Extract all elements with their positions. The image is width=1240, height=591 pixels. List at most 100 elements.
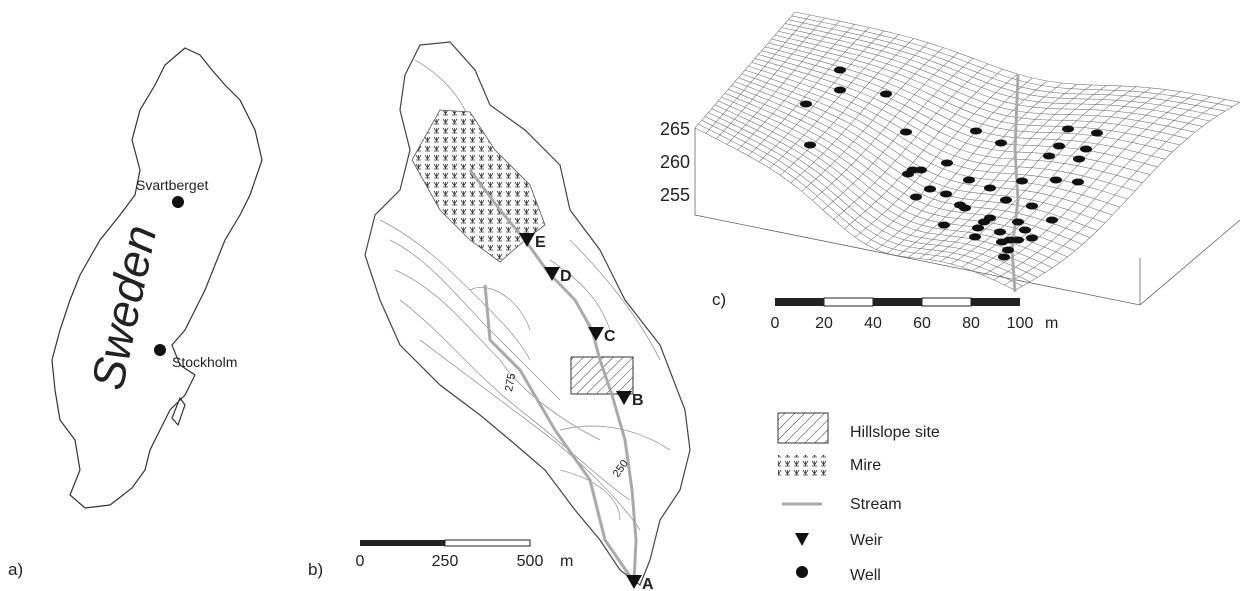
well	[1072, 178, 1084, 186]
legend-mire	[778, 455, 828, 477]
legend-label: Hillslope site	[850, 424, 940, 441]
well	[915, 166, 927, 174]
scale-label: 0	[771, 315, 780, 332]
catchment-outline	[364, 41, 691, 586]
well	[834, 86, 846, 94]
well	[959, 204, 971, 212]
mesh-line	[961, 89, 1166, 268]
well	[800, 100, 812, 108]
legend-label: Well	[850, 567, 881, 584]
well	[941, 159, 953, 167]
elevation-label: 260	[660, 152, 690, 172]
sweden-outline	[51, 47, 263, 509]
hillslope-site	[570, 356, 634, 395]
mesh-line	[812, 52, 959, 201]
legend-label: Stream	[850, 496, 902, 513]
mesh-line	[724, 92, 1083, 245]
legend-label: Mire	[850, 457, 881, 474]
well	[995, 139, 1007, 147]
mesh-line	[781, 27, 1211, 122]
mesh-line	[791, 15, 1233, 107]
weir	[588, 327, 604, 341]
weir	[544, 267, 560, 281]
mesh-line	[790, 42, 929, 184]
mesh-line	[788, 19, 1226, 112]
well	[804, 141, 816, 149]
site-label: Stockholm	[172, 354, 237, 370]
mesh-line	[731, 85, 1098, 231]
mesh-line	[704, 116, 1038, 278]
scale-label: 40	[864, 315, 882, 332]
well	[1019, 226, 1031, 234]
mesh-line	[993, 96, 1211, 281]
well	[963, 176, 975, 184]
well	[984, 184, 996, 192]
well	[834, 66, 846, 74]
panel-label: c)	[712, 290, 726, 309]
mesh-line	[1014, 102, 1240, 291]
stream-3d	[1010, 74, 1020, 293]
well	[940, 190, 952, 198]
well	[1062, 125, 1074, 133]
legend-hatch	[777, 412, 829, 444]
scale-bar	[360, 539, 531, 547]
scale-unit: m	[1045, 315, 1058, 332]
well	[1016, 177, 1028, 185]
box-frame	[694, 128, 1240, 306]
well	[1012, 236, 1024, 244]
well	[1053, 142, 1065, 150]
weir	[519, 233, 535, 247]
scale-unit: m	[560, 553, 573, 570]
surface-mesh	[694, 11, 1240, 291]
panel-label: b)	[308, 560, 323, 579]
mesh-line	[940, 86, 1137, 262]
well	[1080, 145, 1092, 153]
weir-label: E	[535, 234, 546, 251]
country-label: Sweden	[81, 221, 166, 394]
mesh-line	[758, 30, 885, 163]
scale-label: 250	[432, 553, 459, 570]
weir	[616, 391, 632, 405]
well	[1046, 216, 1058, 224]
scale-bar	[775, 297, 1020, 307]
well	[970, 127, 982, 135]
weir-label: C	[604, 328, 616, 345]
mesh-line	[794, 11, 1240, 103]
well	[972, 224, 984, 232]
mesh-line	[698, 123, 1023, 287]
gotland	[171, 396, 186, 427]
scale-label: 60	[913, 315, 931, 332]
panel-label: a)	[8, 560, 23, 579]
contour-label: 275	[503, 372, 518, 392]
site-marker	[172, 196, 184, 208]
elevation-label: 265	[660, 119, 690, 139]
mesh-line	[982, 93, 1196, 276]
well	[1050, 176, 1062, 184]
well	[1002, 246, 1014, 254]
well	[1043, 152, 1055, 160]
well	[910, 193, 922, 201]
well	[1026, 234, 1038, 242]
well	[880, 90, 892, 98]
well	[994, 228, 1006, 236]
well	[900, 128, 912, 136]
mesh-line	[1004, 99, 1226, 286]
weir	[626, 575, 642, 589]
well	[1091, 129, 1103, 137]
well	[1073, 155, 1085, 163]
well	[924, 185, 936, 193]
mesh-line	[748, 27, 870, 157]
scale-label: 0	[356, 553, 365, 570]
mesh-line	[780, 38, 914, 176]
mesh-line	[822, 58, 974, 211]
site-marker	[154, 344, 166, 356]
legend-label: Weir	[850, 532, 883, 549]
scale-label: 20	[815, 315, 833, 332]
mesh-line	[784, 23, 1218, 117]
weir-label: B	[632, 392, 644, 409]
scale-label: 100	[1007, 315, 1034, 332]
well	[1000, 196, 1012, 204]
well	[902, 170, 914, 178]
elevation-label: 255	[660, 185, 690, 205]
